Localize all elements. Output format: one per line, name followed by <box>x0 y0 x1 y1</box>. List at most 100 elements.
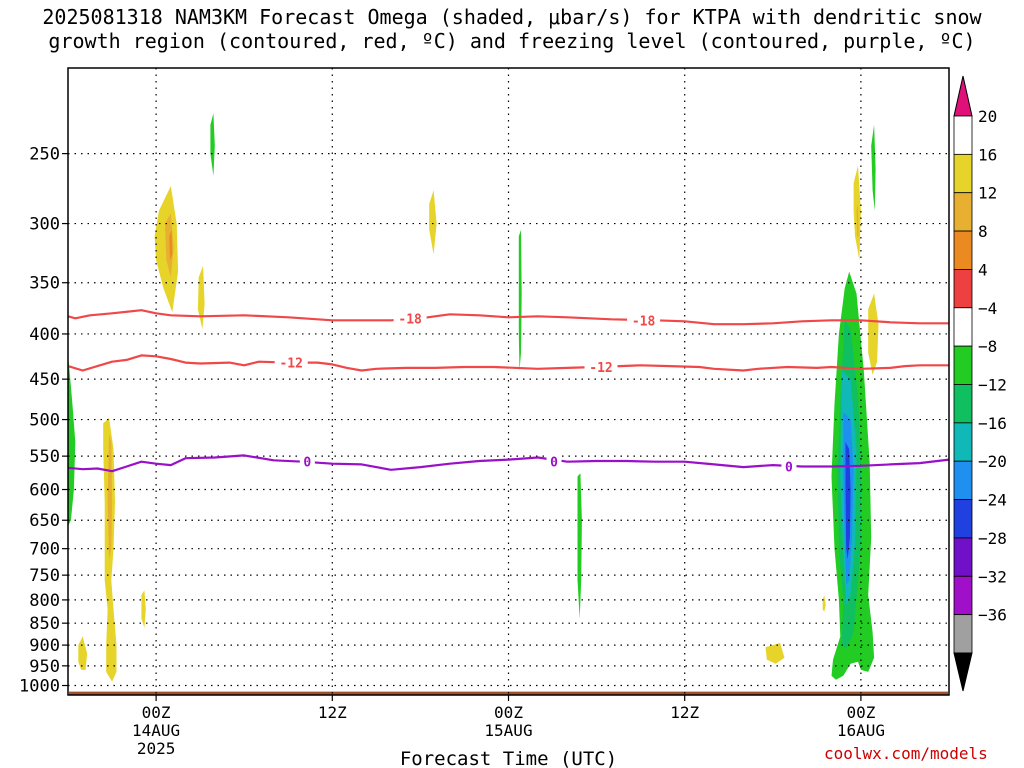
y-tick-label: 600 <box>29 481 60 501</box>
omega-shading <box>68 113 879 682</box>
colorbar-tick-label: 8 <box>978 222 988 241</box>
temperature-contours: -18 -18 -12 -12 0 0 0 <box>67 309 950 475</box>
x-tick-label: 15AUG <box>484 721 532 740</box>
colorbar-tick-label: −24 <box>978 491 1007 510</box>
colorbar-tick-label: −4 <box>978 299 997 318</box>
colorbar: 20 16 12 8 4 −4 −8 −12 −16 −20 −24 −28 −32 −36 <box>953 75 1007 692</box>
contour-label-bg <box>584 359 618 376</box>
omega-region-7 <box>78 636 88 670</box>
x-tick-label: 00Z <box>846 703 875 722</box>
colorbar-tick-label: −28 <box>978 529 1007 548</box>
y-tick-label: 700 <box>29 540 60 560</box>
colorbar-bottom-arrow <box>953 652 973 692</box>
chart-title-line-1: 2025081318 NAM3KM Forecast Omega (shaded… <box>42 5 982 29</box>
omega-region-6 <box>107 434 113 560</box>
contour-label: -12 <box>589 361 612 376</box>
colorbar-tick-label: −8 <box>978 337 997 356</box>
contour-label-bg <box>393 310 427 327</box>
colorbar-bin <box>953 460 973 500</box>
colorbar-top-arrow <box>953 75 973 117</box>
contour-label-bg <box>781 458 797 475</box>
y-tick-label: 300 <box>29 215 60 235</box>
omega-region-15 <box>210 113 215 176</box>
colorbar-bin <box>953 575 973 616</box>
colorbar-tick-label: 20 <box>978 107 997 126</box>
colorbar-tick-label: −36 <box>978 606 1007 625</box>
colorbar-bin <box>953 345 973 385</box>
x-tick-label: 14AUG <box>132 721 180 740</box>
omega-region-11 <box>856 203 859 237</box>
source-label: coolwx.com/models <box>824 744 988 763</box>
y-tick-label: 750 <box>29 566 60 586</box>
contour-label: -18 <box>632 314 656 329</box>
y-tick-label: 250 <box>29 145 60 165</box>
colorbar-bin <box>953 422 973 462</box>
contour-line--18 <box>67 309 949 326</box>
x-tick-label: 16AUG <box>837 721 885 740</box>
contour-label-bg <box>627 312 661 329</box>
y-tick-label: 550 <box>29 447 60 467</box>
y-tick-label: 650 <box>29 511 60 531</box>
omega-region-9 <box>765 643 785 664</box>
contour-label-bg <box>546 453 562 470</box>
contour-label: -18 <box>398 312 422 327</box>
omega-region-18 <box>871 124 876 211</box>
colorbar-bin <box>953 230 973 270</box>
colorbar-bin <box>953 537 973 577</box>
colorbar-bin <box>953 614 973 654</box>
colorbar-bin <box>953 153 973 194</box>
x-tick-label: 2025 <box>137 739 176 758</box>
omega-region-23 <box>845 441 851 560</box>
x-axis-label: Forecast Time (UTC) <box>400 748 617 768</box>
contour-label: 0 <box>550 456 558 471</box>
contour-label-bg <box>274 354 308 371</box>
x-tick-label: 00Z <box>142 703 171 722</box>
y-tick-label: 950 <box>29 657 60 677</box>
colorbar-bin <box>953 115 973 155</box>
contour-line-0 <box>67 454 950 473</box>
y-tick-label: 500 <box>29 411 60 431</box>
colorbar-bin <box>953 499 973 539</box>
colorbar-tick-label: 4 <box>978 260 988 279</box>
contour-label: -12 <box>279 357 302 372</box>
contour-label-bg <box>299 453 315 470</box>
colorbar-tick-label: −12 <box>978 376 1007 395</box>
colorbar-tick-label: 16 <box>978 145 997 164</box>
y-tick-label: 400 <box>29 325 60 345</box>
colorbar-bin <box>953 307 973 347</box>
colorbar-tick-label: −32 <box>978 567 1007 586</box>
chart-title-line-2: growth region (contoured, red, ºC) and f… <box>48 29 976 53</box>
y-tick-label: 450 <box>29 370 60 390</box>
colorbar-bin <box>953 192 973 232</box>
contour-line--12 <box>67 354 949 372</box>
y-tick-label: 1000 <box>19 677 60 697</box>
omega-region-16 <box>518 229 522 371</box>
omega-region-4 <box>429 190 437 255</box>
colorbar-bin <box>953 384 973 424</box>
y-tick-label: 900 <box>29 636 60 656</box>
colorbar-tick-label: −20 <box>978 452 1007 471</box>
y-tick-label: 850 <box>29 614 60 634</box>
colorbar-tick-label: −16 <box>978 414 1007 433</box>
colorbar-tick-label: 12 <box>978 184 997 203</box>
grid-lines <box>68 68 949 695</box>
y-axis: 2503003504004505005506006507007508008509… <box>19 145 68 697</box>
colorbar-bin <box>953 269 973 309</box>
omega-region-12 <box>868 293 879 375</box>
omega-region-17 <box>577 473 582 619</box>
omega-region-14 <box>68 352 76 527</box>
x-tick-label: 12Z <box>318 703 347 722</box>
y-tick-label: 800 <box>29 591 60 611</box>
x-tick-label: 12Z <box>670 703 699 722</box>
omega-region-13 <box>822 595 826 612</box>
omega-region-1 <box>164 213 174 278</box>
omega-region-3 <box>197 265 205 330</box>
omega-region-8 <box>141 590 146 628</box>
contour-label: 0 <box>785 460 793 475</box>
contour-label: 0 <box>303 456 311 471</box>
omega-region-2 <box>169 229 173 261</box>
y-tick-label: 350 <box>29 274 60 294</box>
x-tick-label: 00Z <box>494 703 523 722</box>
